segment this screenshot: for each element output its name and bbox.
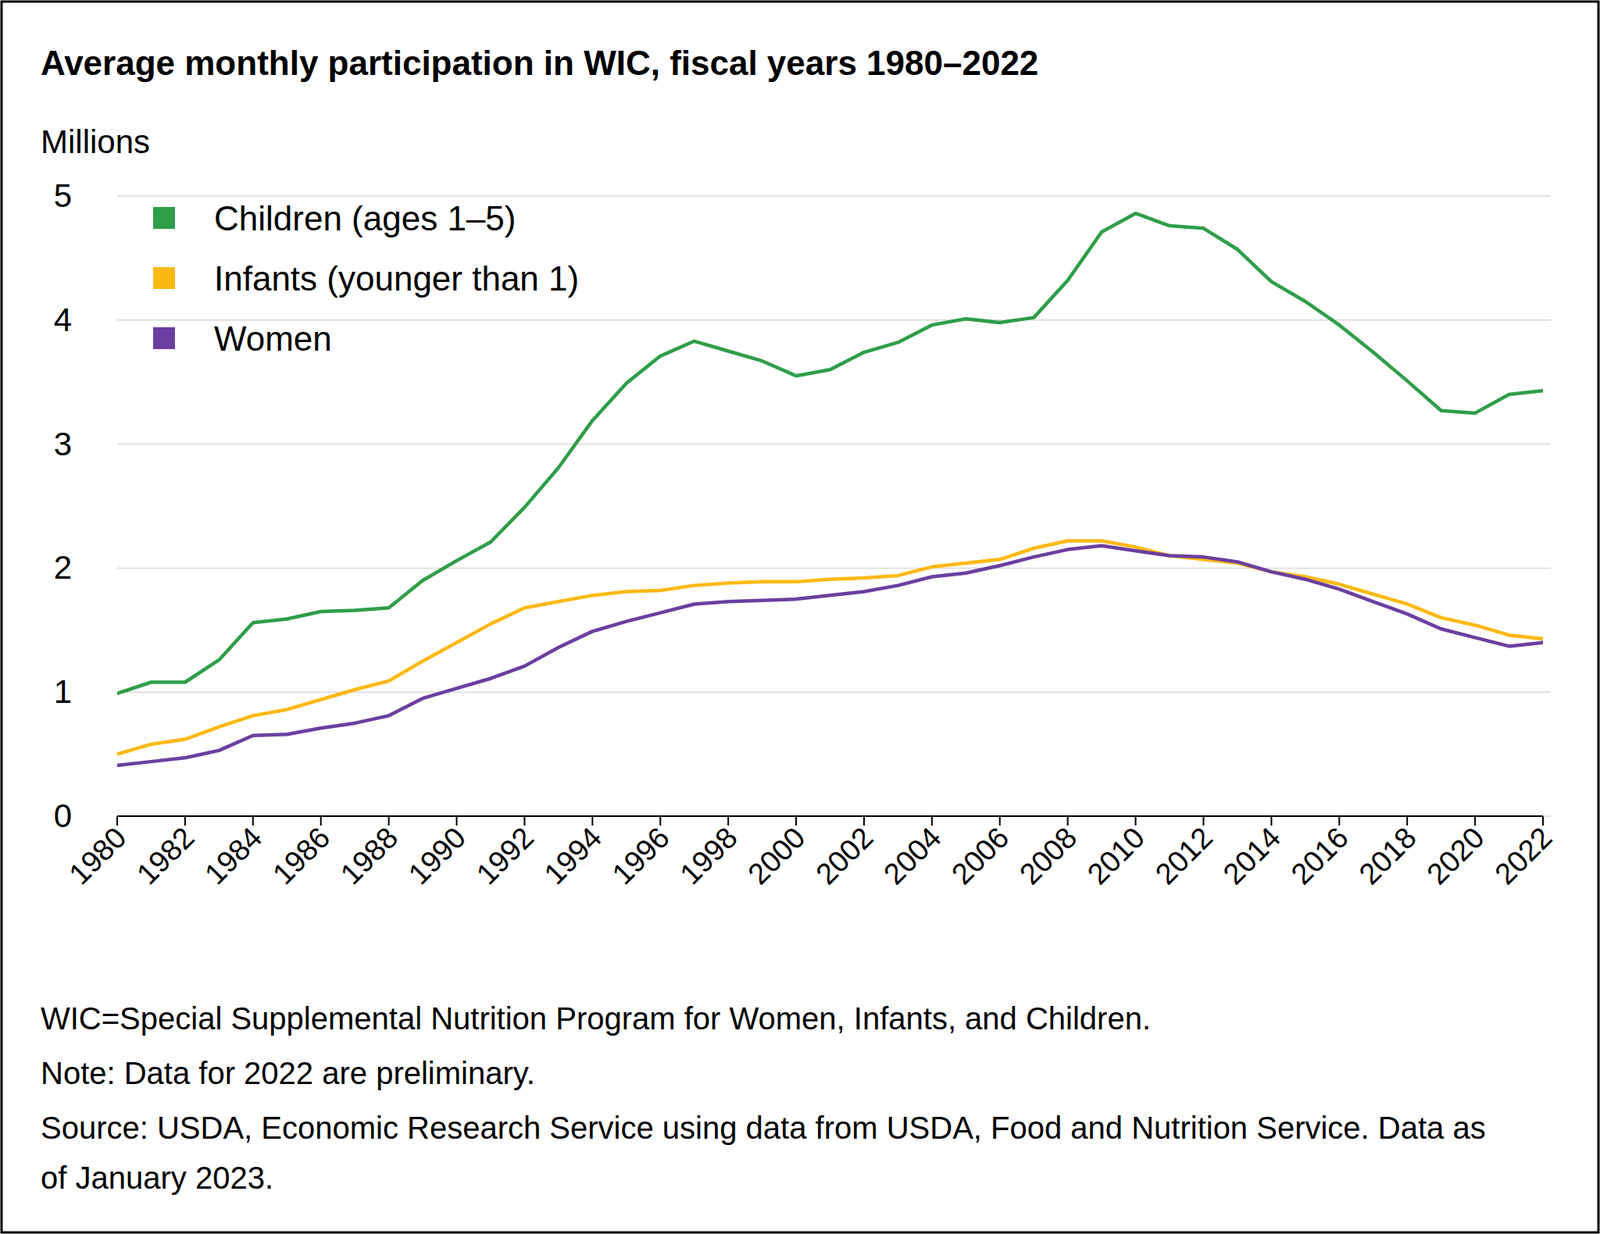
x-tick-label: 2020 [1420,821,1490,891]
x-tick-label: 1992 [470,821,540,891]
y-tick-label: 1 [53,673,72,711]
x-tick [456,816,458,826]
x-tick [1542,816,1544,826]
x-tick-label: 1984 [198,821,268,891]
legend-label: Women [214,319,333,358]
x-tick-label: 2006 [945,821,1015,891]
x-tick [1135,816,1137,826]
x-tick [931,816,933,826]
x-tick [591,816,593,826]
x-tick-label: 1994 [538,821,608,891]
grid-line [117,195,1551,197]
x-tick-label: 2000 [741,821,811,891]
x-tick-label: 1986 [266,821,336,891]
x-tick [863,816,865,826]
x-tick [320,816,322,826]
chart: Average monthly participation in WIC, fi… [0,0,1600,1234]
x-tick-label: 2008 [1013,821,1083,891]
footnote: WIC=Special Supplemental Nutrition Progr… [40,1001,1151,1036]
series-line [117,213,1543,694]
y-tick-label: 5 [53,177,72,215]
x-tick-label: 1990 [402,821,472,891]
x-tick [1067,816,1069,826]
x-tick-label: 1980 [62,821,133,891]
footnote: Source: USDA, Economic Research Service … [40,1110,1486,1196]
x-tick [252,816,254,826]
x-tick [1474,816,1476,826]
legend-label: Infants (younger than 1) [214,259,579,298]
legend-swatch [153,207,175,229]
x-tick [1202,816,1204,826]
x-tick-label: 2004 [877,821,947,891]
x-tick [1270,816,1272,826]
x-tick-label: 1996 [605,821,675,891]
x-tick [1406,816,1408,826]
x-tick [727,816,729,826]
plot-area [117,213,1543,766]
x-tick-label: 2016 [1284,821,1354,891]
x-tick [184,816,186,826]
y-axis-label: Millions [40,123,150,161]
x-tick-label: 2010 [1081,821,1151,891]
x-tick-label: 2022 [1488,821,1558,891]
x-tick-label: 1988 [334,821,404,891]
y-tick-label: 3 [53,425,72,463]
legend-label: Children (ages 1–5) [214,199,516,238]
title: Average monthly participation in WIC, fi… [40,43,1039,83]
legend-swatch [153,267,175,290]
footnote: Note: Data for 2022 are preliminary. [40,1056,536,1091]
grid-line [117,691,1551,693]
frame [1,1,1599,1233]
x-tick [523,816,525,826]
series-line [117,546,1543,766]
x-tick-label: 2018 [1352,821,1422,891]
x-tick-label: 2012 [1149,821,1219,891]
x-tick-label: 2002 [809,821,879,891]
y-tick-label: 4 [53,301,72,339]
x-tick [999,816,1001,826]
x-tick-label: 1982 [130,821,200,891]
y-tick-label: 2 [53,549,72,586]
x-tick [388,816,390,826]
series-line [117,540,1543,754]
x-tick [116,816,118,826]
x-tick [1338,816,1340,826]
x-axis [117,815,1543,818]
x-tick [659,816,661,826]
grid-line [117,443,1551,446]
x-tick-label: 2014 [1217,821,1287,891]
legend-swatch [153,327,175,350]
x-tick-label: 1998 [673,821,743,891]
y-tick-label: 0 [53,797,72,835]
grid-line [117,815,1551,818]
grid-line [117,567,1551,570]
x-tick [795,816,797,826]
